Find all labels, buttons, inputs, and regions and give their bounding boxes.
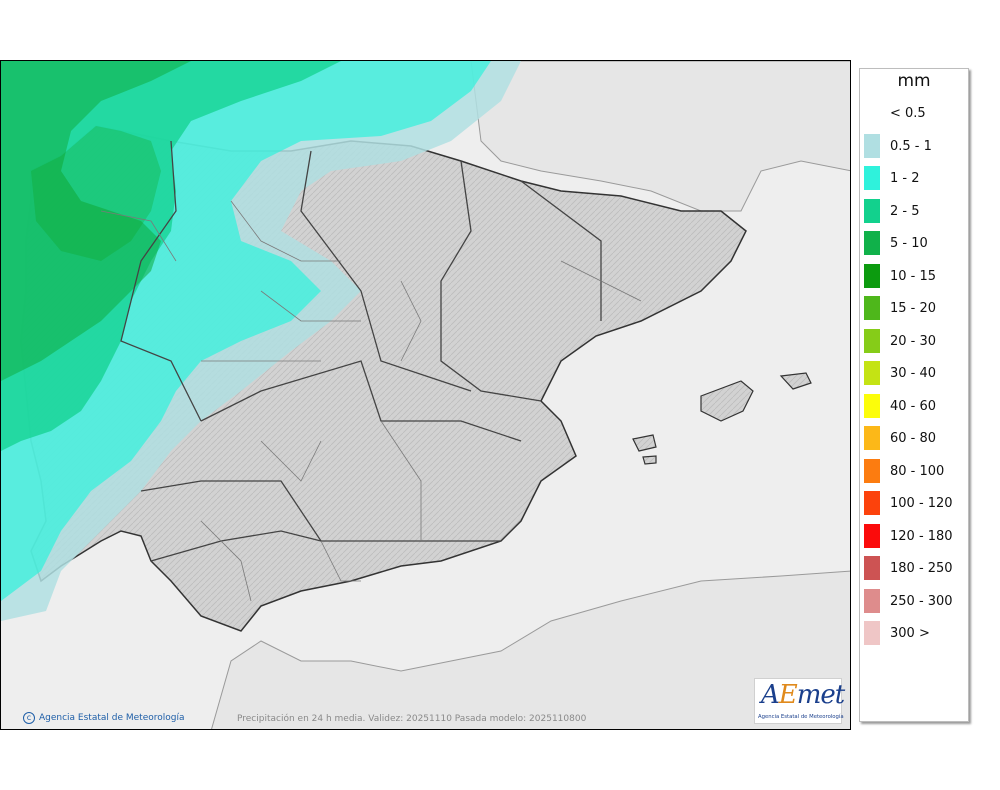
legend-label: 60 - 80 [890, 431, 937, 446]
legend-item: 60 - 80 [864, 426, 968, 452]
legend-label: 5 - 10 [890, 236, 928, 251]
legend-label: 250 - 300 [890, 593, 953, 609]
north-africa-landmass [211, 570, 850, 729]
ibiza [632, 434, 657, 452]
legend-item: 250 - 300 [864, 588, 968, 615]
aemet-logo: AEmet Agencia Estatal de Meteorología [754, 678, 845, 724]
legend-swatch [864, 361, 880, 385]
legend-swatch [864, 458, 880, 483]
legend-label: 15 - 20 [890, 301, 937, 316]
legend-label: 2 - 5 [890, 203, 920, 219]
logo-subtitle: Agencia Estatal de Meteorología [758, 714, 844, 720]
legend-label: 30 - 40 [890, 366, 937, 381]
menorca [779, 372, 812, 390]
legend-label: 40 - 60 [890, 398, 937, 414]
legend-item: 2 - 5 [864, 198, 968, 225]
legend-label: 300 > [890, 626, 930, 641]
legend-label: 1 - 2 [890, 171, 920, 186]
legend-swatch [864, 101, 880, 125]
legend-label: 180 - 250 [890, 561, 953, 576]
legend-swatch [864, 263, 880, 288]
legend-swatch [864, 231, 880, 255]
legend-unit: mm [897, 71, 931, 91]
legend-swatch [864, 556, 880, 580]
precipitation-map: c Agencia Estatal de Meteorología Precipi… [0, 60, 851, 730]
legend-label: 10 - 15 [890, 268, 937, 284]
region-borders [120, 140, 602, 562]
copyright-icon: c [23, 712, 35, 724]
legend-item: 0.5 - 1 [864, 133, 968, 160]
legend-label: 120 - 180 [890, 528, 953, 544]
precip-zone-2-5 [1, 61, 341, 451]
legend-item: 40 - 60 [864, 393, 968, 420]
legend-swatch [864, 393, 880, 418]
legend-item: 10 - 15 [864, 263, 968, 290]
legend-swatch [864, 166, 880, 190]
legend-panel: mm < 0.5 0.5 - 1 1 - 2 2 - 5 5 - 10 10 - 15 15… [859, 68, 969, 722]
legend-label: 0.5 - 1 [890, 138, 932, 154]
legend-swatch [864, 328, 880, 353]
legend-label: < 0.5 [890, 106, 926, 121]
legend-item: 5 - 10 [864, 231, 968, 257]
legend-label: 80 - 100 [890, 463, 945, 479]
legend-label: 20 - 30 [890, 333, 937, 349]
legend-item: 80 - 100 [864, 458, 968, 485]
legend-item: < 0.5 [864, 101, 968, 127]
mallorca [700, 380, 754, 422]
legend-swatch [864, 621, 880, 645]
legend-swatch [864, 523, 880, 548]
legend-item: 100 - 120 [864, 491, 968, 517]
logo-wordmark: AEmet [761, 680, 845, 710]
legend-swatch [864, 588, 880, 613]
legend-item: 300 > [864, 621, 968, 647]
legend-swatch [864, 296, 880, 320]
credit-text: c Agencia Estatal de Meteorología [23, 712, 185, 724]
legend-swatch [864, 133, 880, 158]
formentera [642, 455, 657, 465]
validity-text: Precipitación en 24 h media. Validez: 20… [237, 714, 587, 724]
legend-item: 15 - 20 [864, 296, 968, 322]
legend-item: 1 - 2 [864, 166, 968, 192]
legend-item: 30 - 40 [864, 361, 968, 387]
legend-swatch [864, 198, 880, 223]
legend-label: 100 - 120 [890, 496, 953, 511]
precip-zone-5-10 [1, 61, 191, 381]
precip-zone-galicia [31, 126, 161, 261]
legend-item: 20 - 30 [864, 328, 968, 355]
legend-swatch [864, 426, 880, 450]
legend-item: 180 - 250 [864, 556, 968, 582]
legend-swatch [864, 491, 880, 515]
province-borders [100, 200, 642, 602]
map-canvas [1, 61, 850, 729]
credit-label: Agencia Estatal de Meteorología [39, 713, 185, 723]
legend-item: 120 - 180 [864, 523, 968, 550]
